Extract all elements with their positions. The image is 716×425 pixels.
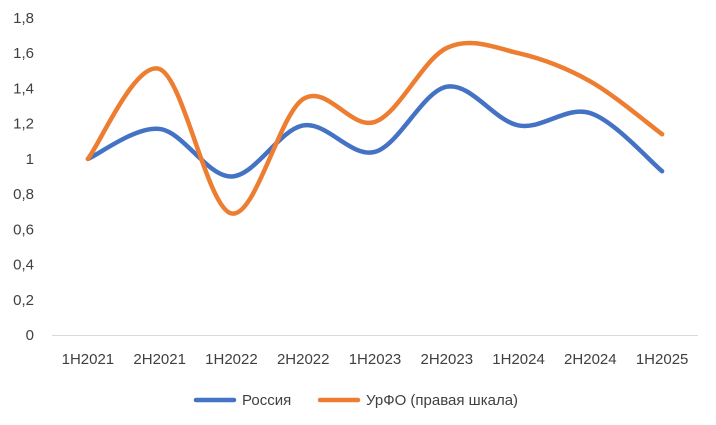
y-tick-label: 1,8 — [13, 10, 34, 27]
y-tick-label: 1,6 — [13, 45, 34, 62]
x-tick-label: 2H2021 — [133, 351, 186, 368]
x-tick-label: 1H2023 — [349, 351, 402, 368]
x-tick-label: 2H2022 — [277, 351, 330, 368]
legend-label: Россия — [242, 392, 291, 409]
x-tick-label: 1H2022 — [205, 351, 258, 368]
y-tick-label: 0,6 — [13, 221, 34, 238]
x-tick-label: 1H2025 — [636, 351, 689, 368]
y-tick-label: 0,2 — [13, 292, 34, 309]
x-tick-label: 1H2024 — [492, 351, 545, 368]
y-tick-label: 1,2 — [13, 116, 34, 133]
series-line-1 — [85, 40, 665, 216]
x-tick-label: 2H2023 — [421, 351, 474, 368]
y-tick-label: 0 — [26, 327, 34, 344]
y-tick-label: 0,8 — [13, 186, 34, 203]
x-tick-label: 1H2021 — [62, 351, 115, 368]
series-line-0 — [85, 84, 665, 179]
x-tick-label: 2H2024 — [564, 351, 617, 368]
x-axis-ticks: 1H2021 2H2021 1H2022 2H2022 1H2023 2H2023 1H20… — [62, 351, 689, 368]
legend-label: УрФО (правая шкала) — [366, 392, 518, 409]
y-tick-label: 1 — [26, 151, 34, 168]
y-tick-label: 1,4 — [13, 80, 34, 97]
series-lines — [85, 40, 665, 216]
legend: Россия УрФО (правая шкала) — [193, 392, 518, 409]
y-tick-label: 0,4 — [13, 257, 34, 274]
y-axis-ticks: 0 0,2 0,4 0,6 0,8 1 1,2 1,4 1,6 1,8 — [13, 10, 34, 344]
